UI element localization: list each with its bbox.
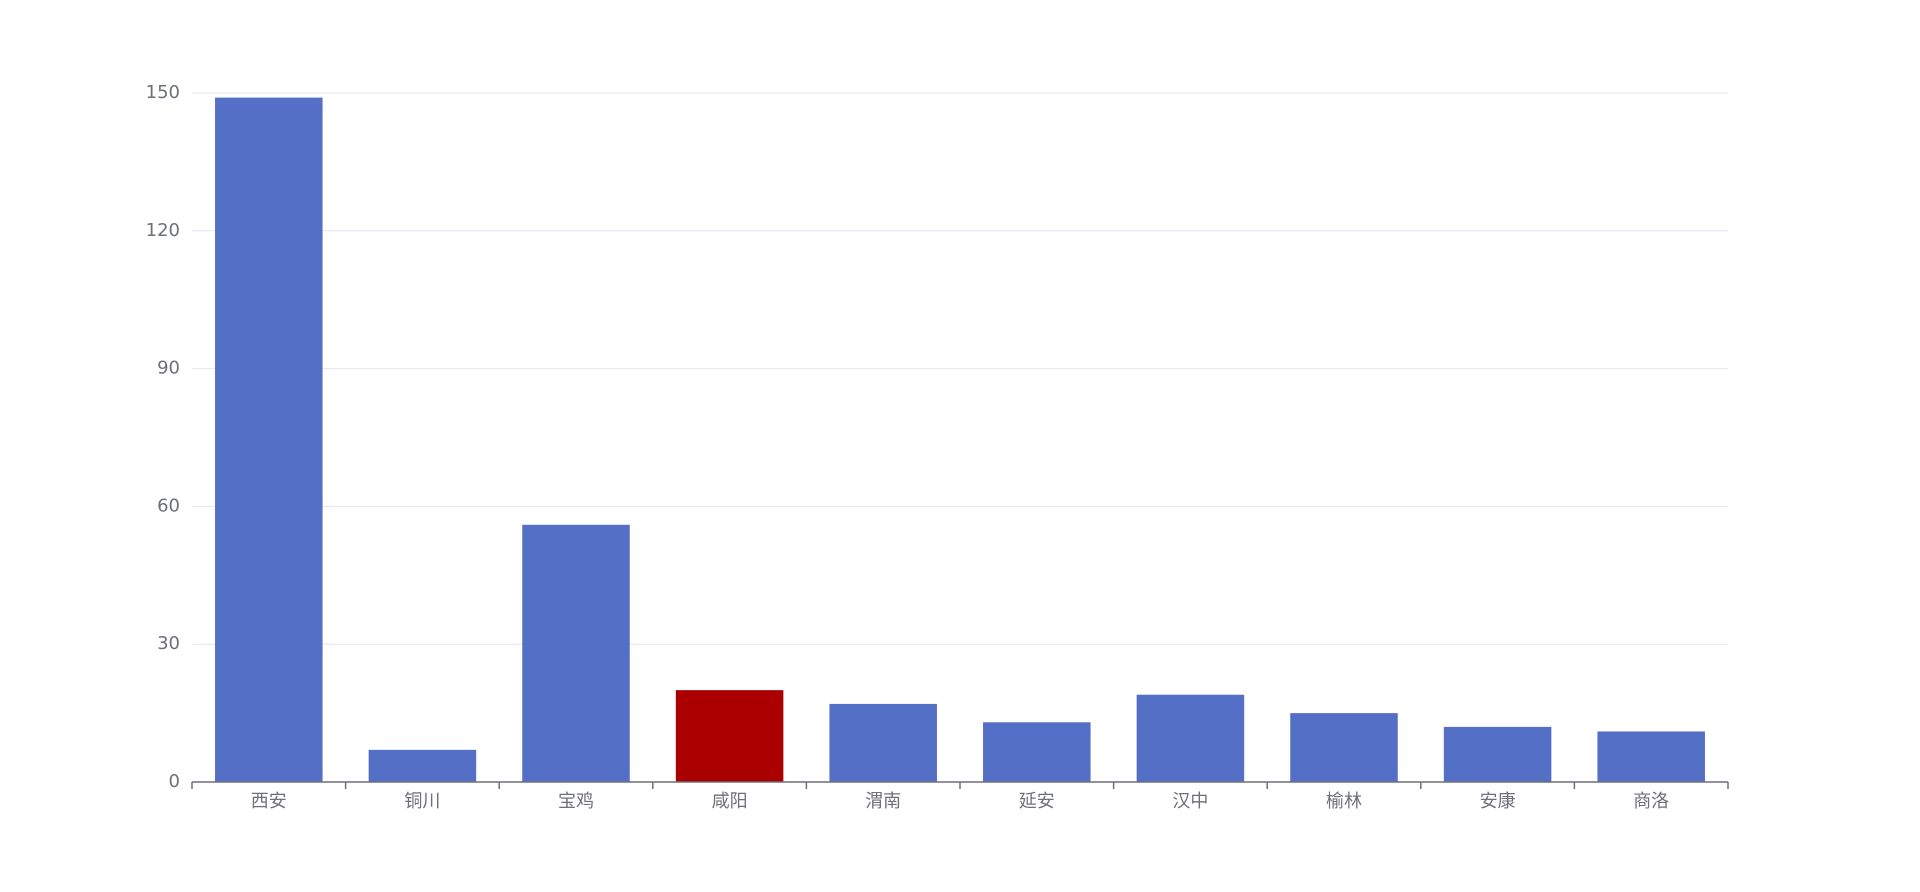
bar (675, 690, 784, 782)
x-tick-label: 安康 (1480, 791, 1516, 812)
bar (829, 703, 937, 782)
y-tick-label: 0 (169, 771, 180, 792)
bar (1443, 726, 1552, 782)
x-tick-label: 汉中 (1172, 791, 1208, 812)
y-tick-label: 90 (157, 358, 180, 379)
x-tick-label: 商洛 (1633, 791, 1669, 812)
bar (1290, 713, 1398, 782)
bar (215, 97, 323, 783)
y-tick-label: 150 (146, 82, 180, 103)
bar (1597, 731, 1705, 782)
x-tick-label: 西安 (251, 791, 287, 812)
x-tick-label: 铜川 (404, 791, 440, 812)
x-tick-label: 渭南 (865, 791, 901, 812)
x-tick-label: 延安 (1019, 791, 1055, 812)
y-tick-label: 120 (146, 220, 180, 241)
bar (1136, 694, 1245, 782)
bar (368, 749, 477, 782)
bar (983, 722, 1091, 782)
y-tick-label: 60 (157, 495, 180, 516)
x-tick-label: 宝鸡 (558, 791, 594, 812)
x-tick-label: 咸阳 (712, 791, 748, 812)
bar (522, 524, 630, 782)
y-tick-label: 30 (157, 633, 180, 654)
x-tick-label: 榆林 (1326, 791, 1362, 812)
